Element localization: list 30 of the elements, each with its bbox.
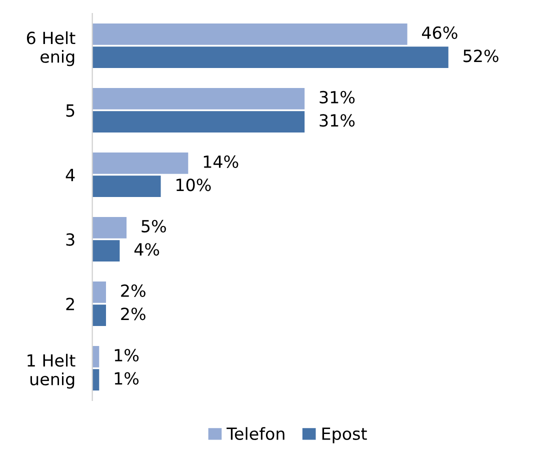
bar xyxy=(92,88,305,110)
data-label: 14% xyxy=(204,155,238,168)
bar xyxy=(92,304,106,326)
legend-label: Epost xyxy=(322,428,367,444)
y-tick-label: 1 Helt uenig xyxy=(28,354,76,389)
data-label: 2% xyxy=(121,284,146,297)
bar xyxy=(92,176,161,198)
data-label: 10% xyxy=(176,178,211,192)
data-label: 31% xyxy=(320,90,355,104)
bar xyxy=(92,111,305,133)
data-label: 31% xyxy=(320,114,355,127)
bar xyxy=(92,216,127,238)
bar xyxy=(92,152,188,174)
data-label: 1% xyxy=(114,372,139,385)
data-label: 1% xyxy=(114,348,139,362)
data-label: 46% xyxy=(422,26,458,39)
data-label: 2% xyxy=(121,308,146,320)
legend-label: Telefon xyxy=(226,427,284,440)
bar xyxy=(92,46,448,68)
y-tick-label: 2 xyxy=(66,298,74,310)
bar xyxy=(92,23,408,45)
y-tick-label: 5 xyxy=(66,104,74,117)
y-tick-label: 3 xyxy=(66,233,74,246)
y-tick-label: 4 xyxy=(66,168,75,182)
y-tick-label: 6 Helt enig xyxy=(26,31,76,66)
bar xyxy=(92,240,120,262)
data-label: 52% xyxy=(464,50,498,62)
bar xyxy=(92,281,106,303)
data-label: 5% xyxy=(142,220,166,232)
data-label: 4% xyxy=(134,243,160,256)
